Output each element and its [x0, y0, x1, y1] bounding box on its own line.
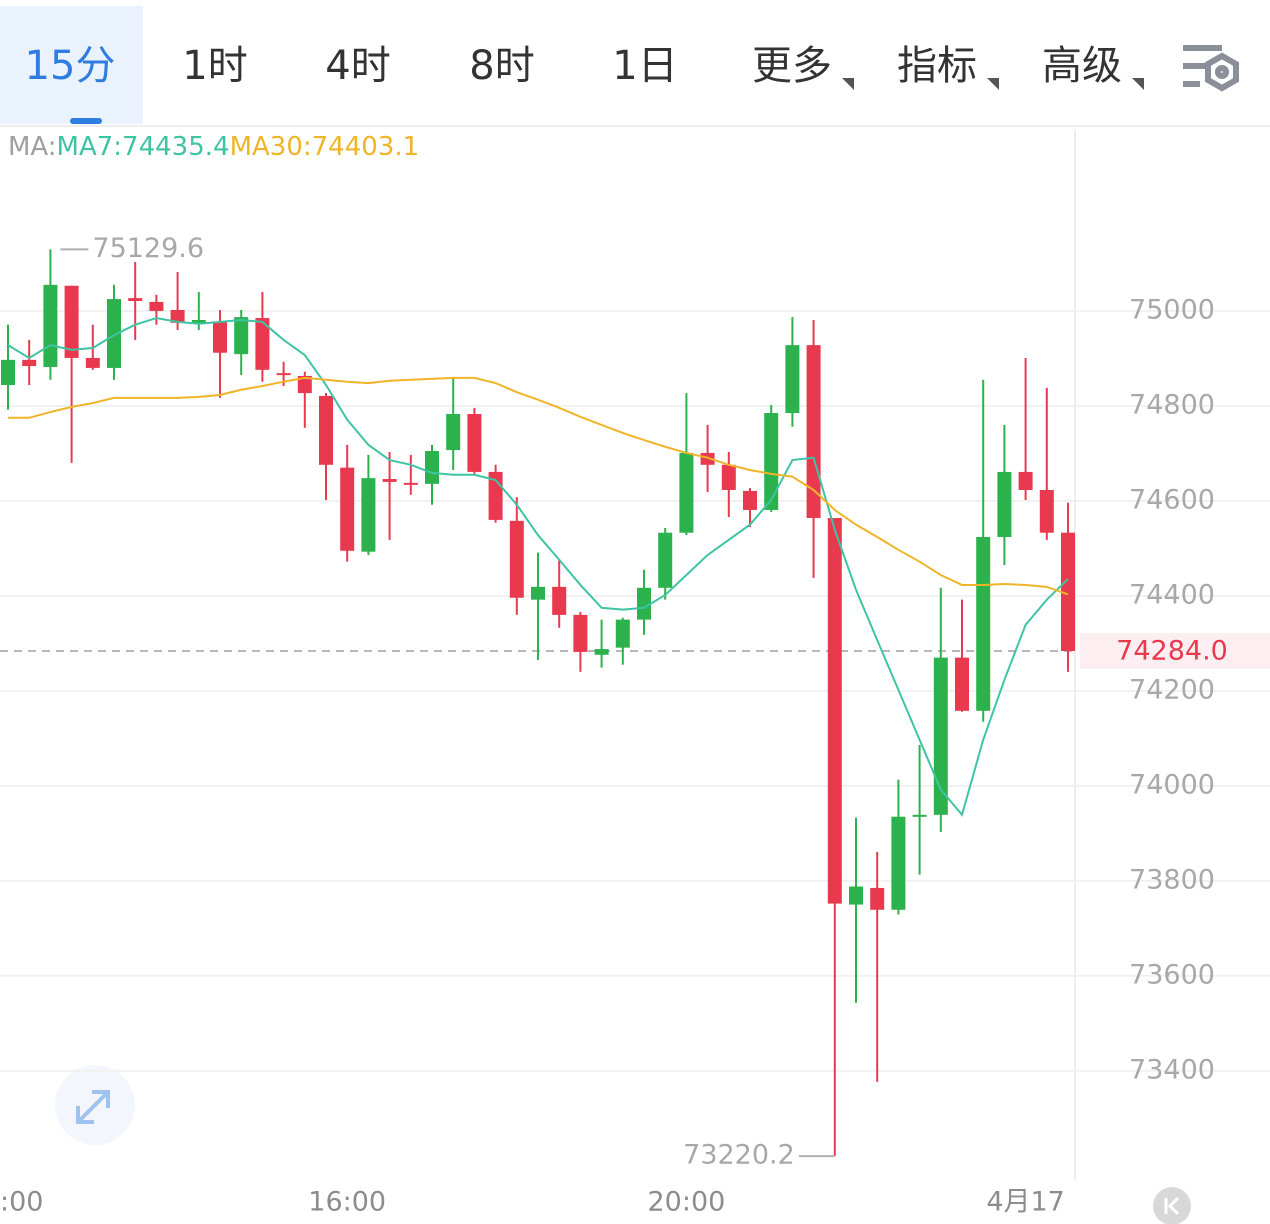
dropdown-triangle [987, 78, 999, 90]
active-tab-indicator [70, 118, 102, 124]
candle-body [806, 345, 821, 518]
candle-body [234, 317, 249, 355]
candle-body [573, 614, 588, 652]
candle-body [637, 587, 651, 620]
candle-body [107, 299, 121, 368]
x-tick-label: 20:00 [647, 1187, 725, 1218]
tab[interactable]: 8时 [469, 43, 534, 89]
candle-body [1061, 532, 1075, 651]
candle-body [955, 657, 969, 711]
ma-legend: MA:MA7:74435.4MA30:74403.1 [8, 132, 419, 162]
y-tick-label: 73600 [1129, 959, 1215, 990]
candle-body [976, 536, 991, 711]
candle-body [615, 619, 630, 648]
y-tick-label: 75000 [1129, 294, 1215, 325]
tab[interactable]: 更多 [752, 43, 832, 89]
y-tick-label: 73400 [1129, 1054, 1215, 1085]
y-tick-label: 74800 [1129, 389, 1215, 420]
dropdown-triangle [1132, 78, 1144, 90]
icon-hex [1205, 52, 1239, 92]
candle-body [382, 479, 397, 482]
icon-dot [1215, 65, 1229, 79]
candle-body [170, 309, 185, 323]
candle-body [213, 321, 227, 353]
expand-button[interactable] [55, 1065, 135, 1145]
y-tick-label: 73800 [1129, 864, 1215, 895]
candle-body [552, 586, 567, 615]
candle-body [276, 373, 291, 376]
candle-body [594, 649, 609, 655]
candle-body [1039, 489, 1054, 533]
y-tick-label: 74400 [1129, 579, 1215, 610]
candle-body [721, 464, 736, 490]
candle-body [531, 586, 545, 600]
expand-arrows [76, 1090, 110, 1124]
x-tick-label: 4月17 [986, 1187, 1065, 1218]
candle-body [149, 301, 164, 311]
x-tick-label: :00 [0, 1187, 43, 1218]
y-tick-label: 74200 [1129, 674, 1215, 705]
candle-body [891, 816, 906, 910]
candle-body [764, 413, 779, 510]
tab[interactable]: 4时 [325, 43, 390, 89]
candle-body [446, 413, 461, 451]
candle-body [361, 478, 376, 552]
y-tick-label: 74600 [1129, 484, 1215, 515]
candle-body [933, 657, 948, 815]
candle-body [85, 357, 100, 368]
x-tick-label: 16:00 [308, 1187, 386, 1218]
tab[interactable]: 指标 [897, 43, 977, 89]
candle-body [128, 298, 143, 301]
candle-body [340, 467, 355, 551]
tab[interactable]: 高级 [1042, 43, 1122, 89]
last-price-label: 74284.0 [1116, 635, 1228, 666]
candle-body [297, 375, 312, 394]
candle-body [658, 532, 673, 588]
active-tab-bg [0, 6, 143, 124]
candle-body [509, 520, 524, 598]
ma-line [8, 376, 1069, 596]
tab[interactable]: 15分 [25, 43, 116, 89]
ma-line [7, 317, 1069, 817]
tab[interactable]: 1日 [612, 43, 677, 89]
candle-body [255, 318, 270, 370]
candle-body [191, 319, 206, 323]
legend-entry: MA30:74403.1 [230, 132, 420, 162]
tab[interactable]: 1时 [182, 43, 247, 89]
candle-body [849, 886, 863, 905]
scroll-end-button[interactable] [1153, 1187, 1191, 1224]
y-tick-label: 74000 [1129, 769, 1215, 800]
candle-body [1, 359, 15, 386]
candle-body [700, 452, 715, 465]
candle-body [1018, 471, 1033, 490]
candle-body [467, 413, 482, 472]
candle-body [425, 451, 439, 484]
legend-entry: MA7:74435.4 [57, 132, 230, 162]
candle-body [319, 395, 333, 465]
scroll-arrow [1164, 1196, 1180, 1216]
candle-body [827, 517, 842, 904]
legend-prefix: MA: [8, 132, 57, 162]
candle-body [785, 345, 800, 414]
candle-body [743, 490, 757, 510]
dropdown-triangle [842, 78, 854, 90]
candle-body [403, 482, 418, 485]
candle-body [22, 359, 37, 367]
candle-body [870, 887, 885, 910]
candle-body [679, 452, 694, 533]
candle-body [912, 814, 927, 817]
max-label: 75129.6 [92, 233, 204, 264]
settings-icon[interactable] [1183, 45, 1239, 92]
candle-body [43, 284, 58, 367]
min-label: 73220.2 [683, 1140, 795, 1171]
candle-body [64, 285, 79, 358]
candle-body [997, 471, 1012, 537]
last-price-box [1080, 632, 1270, 669]
